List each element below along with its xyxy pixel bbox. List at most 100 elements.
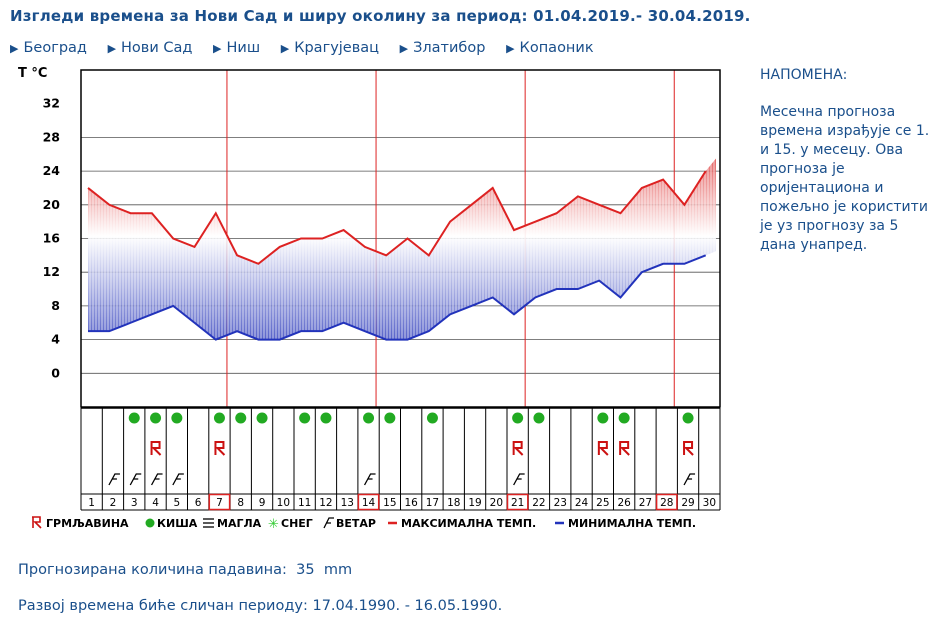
rain-icon	[682, 412, 694, 424]
triangle-right-icon: ▶	[506, 42, 515, 55]
day-number: 23	[554, 497, 567, 509]
five-day-forecast-link[interactable]: 5 дана	[760, 218, 899, 253]
city-link-beograd[interactable]: ▶ Београд	[10, 40, 87, 56]
day-number: 29	[681, 497, 694, 509]
rain-icon	[512, 412, 524, 424]
precip-label: Прогнозирана количина падавина:	[18, 562, 287, 578]
legend-fog-icon	[203, 518, 214, 528]
triangle-right-icon: ▶	[10, 42, 19, 55]
wind-icon	[513, 473, 525, 486]
rain-icon	[597, 412, 609, 424]
city-link-zlatibor[interactable]: ▶ Златибор	[400, 40, 486, 56]
bolt-shape	[619, 441, 630, 456]
day-number: 30	[703, 497, 716, 509]
city-link-kragujevac[interactable]: ▶ Крагујевац	[281, 40, 379, 56]
day-number: 22	[532, 497, 545, 509]
legend-rain-icon	[145, 518, 155, 528]
legend-fog-label: МАГЛА	[217, 517, 262, 530]
highlighted-day-box	[506, 493, 529, 511]
highlighted-day-box	[357, 493, 380, 511]
wind-icon	[150, 473, 163, 486]
day-number: 10	[277, 497, 290, 509]
city-label: Златибор	[413, 40, 486, 56]
legend-thunderstorm-icon	[32, 516, 42, 529]
y-tick-label: 24	[43, 163, 61, 178]
rain-icon	[171, 412, 183, 424]
wind-icon	[683, 473, 696, 486]
legend-min-temp-label: МИНИМАЛНА ТЕМП.	[568, 517, 696, 530]
day-number: 12	[319, 497, 332, 509]
legend-snow-label: СНЕГ	[281, 517, 313, 530]
note-text-end: унапред.	[796, 237, 868, 253]
bolt-shape	[597, 441, 609, 456]
rain-icon	[256, 412, 268, 424]
legend-wind-icon	[323, 517, 334, 529]
day-number: 21	[511, 497, 524, 509]
triangle-right-icon: ▶	[107, 42, 117, 55]
y-tick-label: 20	[43, 197, 61, 212]
highlighted-day-box	[208, 493, 231, 511]
note-heading: НАПОМЕНА:	[760, 67, 848, 83]
rain-icon	[384, 412, 396, 424]
page-title: Изгледи времена за Нови Сад и ширу околи…	[10, 7, 751, 25]
triangle-right-icon: ▶	[280, 42, 290, 55]
similar-label: Развој времена биће сличан периоду:	[18, 598, 308, 614]
wind-shape	[363, 473, 376, 486]
min-temp-line	[88, 254, 707, 341]
rain-icon	[533, 412, 545, 424]
wind-icon	[129, 473, 142, 486]
note-body: Месечна прогноза времена израђује се 1. …	[760, 103, 932, 255]
city-nav: ▶ Београд ▶ Нови Сад ▶ Ниш ▶ Крагујевац ▶ Зла…	[10, 40, 610, 56]
wind-icon	[363, 473, 376, 486]
precip-unit: mm	[323, 562, 353, 578]
legend-snow-icon: ✳	[268, 517, 279, 532]
y-tick-label: 32	[43, 96, 60, 111]
bolt-shape	[214, 441, 226, 456]
similar-period: Развој времена биће сличан периоду: 17.0…	[18, 598, 502, 614]
highlighted-day-box	[655, 493, 678, 511]
legend-wind-label: ВЕТАР	[336, 517, 376, 530]
wind-shape	[150, 473, 163, 486]
city-link-kopaonik[interactable]: ▶ Копаоник	[506, 40, 594, 56]
day-number: 17	[426, 497, 439, 509]
city-link-nis[interactable]: ▶ Ниш	[213, 40, 260, 56]
day-number: 16	[404, 497, 418, 509]
city-label: Ниш	[226, 40, 261, 56]
city-label: Београд	[23, 40, 87, 56]
wind-shape	[129, 473, 142, 486]
bolt-shape	[683, 441, 694, 456]
city-label: Копаоник	[519, 40, 594, 56]
triangle-right-icon: ▶	[213, 42, 222, 55]
legend-thunderstorm-label: ГРМЉАВИНА	[46, 517, 129, 530]
thunderstorm-icon	[683, 441, 694, 456]
legend-rain-label: КИША	[157, 517, 198, 530]
day-number: 20	[490, 497, 503, 509]
bolt-shape	[150, 441, 162, 456]
day-number: 25	[596, 497, 609, 509]
y-tick-label: 4	[51, 332, 60, 347]
day-number: 26	[617, 497, 631, 509]
city-label: Крагујевац	[294, 40, 380, 56]
day-number: 6	[195, 497, 202, 509]
y-tick-label: 12	[43, 264, 60, 279]
rain-icon	[299, 412, 311, 424]
thunderstorm-icon	[597, 441, 609, 456]
day-number: 9	[259, 497, 266, 509]
plot-frame	[80, 69, 721, 408]
city-link-novi-sad[interactable]: ▶ Нови Сад	[108, 40, 193, 56]
day-number: 14	[362, 497, 376, 509]
similar-value: 17.04.1990. - 16.05.1990.	[312, 598, 503, 614]
wind-shape	[172, 473, 184, 486]
day-number: 24	[575, 497, 589, 509]
rain-icon	[128, 412, 140, 424]
thunderstorm-icon	[619, 441, 630, 456]
y-tick-label: 28	[43, 129, 60, 144]
day-number: 13	[341, 497, 354, 509]
note-panel: НАПОМЕНА: Месечна прогноза времена израђ…	[760, 66, 932, 255]
day-number: 18	[447, 497, 460, 509]
rain-icon	[320, 412, 332, 424]
city-label: Нови Сад	[121, 40, 193, 56]
wind-icon	[108, 473, 120, 486]
wind-shape	[513, 473, 525, 486]
